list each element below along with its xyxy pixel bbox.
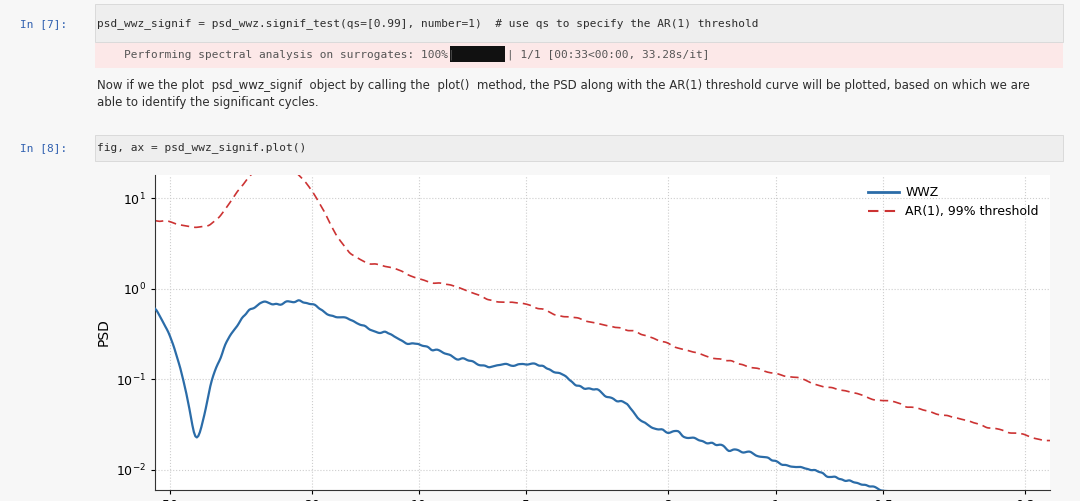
FancyBboxPatch shape xyxy=(95,135,1063,161)
AR(1), 99% threshold xyxy=(555,313,568,319)
AR(1), 99% threshold xyxy=(1043,437,1056,443)
AR(1), 99% threshold xyxy=(677,347,690,353)
WWZ xyxy=(149,306,162,312)
Line: WWZ: WWZ xyxy=(156,300,1050,501)
AR(1), 99% threshold xyxy=(149,218,162,224)
WWZ xyxy=(677,434,690,440)
Text: fig, ax = psd_wwz_signif.plot(): fig, ax = psd_wwz_signif.plot() xyxy=(97,143,307,153)
Text: In [8]:: In [8]: xyxy=(21,143,67,153)
AR(1), 99% threshold xyxy=(824,384,837,390)
AR(1), 99% threshold xyxy=(268,159,281,165)
Text: psd_wwz_signif = psd_wwz.signif_test(qs=[0.99], number=1)  # use qs to specify t: psd_wwz_signif = psd_wwz.signif_test(qs=… xyxy=(97,19,758,30)
WWZ xyxy=(555,371,568,377)
WWZ xyxy=(380,329,393,335)
Text: Performing spectral analysis on surrogates: 100%|: Performing spectral analysis on surrogat… xyxy=(97,50,455,60)
AR(1), 99% threshold xyxy=(1040,437,1053,443)
AR(1), 99% threshold xyxy=(380,264,393,270)
AR(1), 99% threshold xyxy=(309,192,322,198)
Line: AR(1), 99% threshold: AR(1), 99% threshold xyxy=(156,162,1050,440)
Text: Now if we the plot  psd_wwz_signif  object by calling the  plot()  method, the P: Now if we the plot psd_wwz_signif object… xyxy=(97,79,1030,92)
Text: | 1/1 [00:33<00:00, 33.28s/it]: | 1/1 [00:33<00:00, 33.28s/it] xyxy=(507,50,710,60)
Legend: WWZ, AR(1), 99% threshold: WWZ, AR(1), 99% threshold xyxy=(863,181,1043,223)
WWZ xyxy=(309,302,322,308)
WWZ xyxy=(747,451,760,457)
Text: In [7]:: In [7]: xyxy=(21,19,67,29)
AR(1), 99% threshold xyxy=(747,365,760,371)
FancyBboxPatch shape xyxy=(450,46,505,62)
FancyBboxPatch shape xyxy=(95,43,1063,68)
FancyBboxPatch shape xyxy=(95,4,1063,42)
Y-axis label: PSD: PSD xyxy=(96,319,110,346)
Text: able to identify the significant cycles.: able to identify the significant cycles. xyxy=(97,96,319,109)
WWZ xyxy=(824,474,837,480)
WWZ xyxy=(292,297,305,303)
